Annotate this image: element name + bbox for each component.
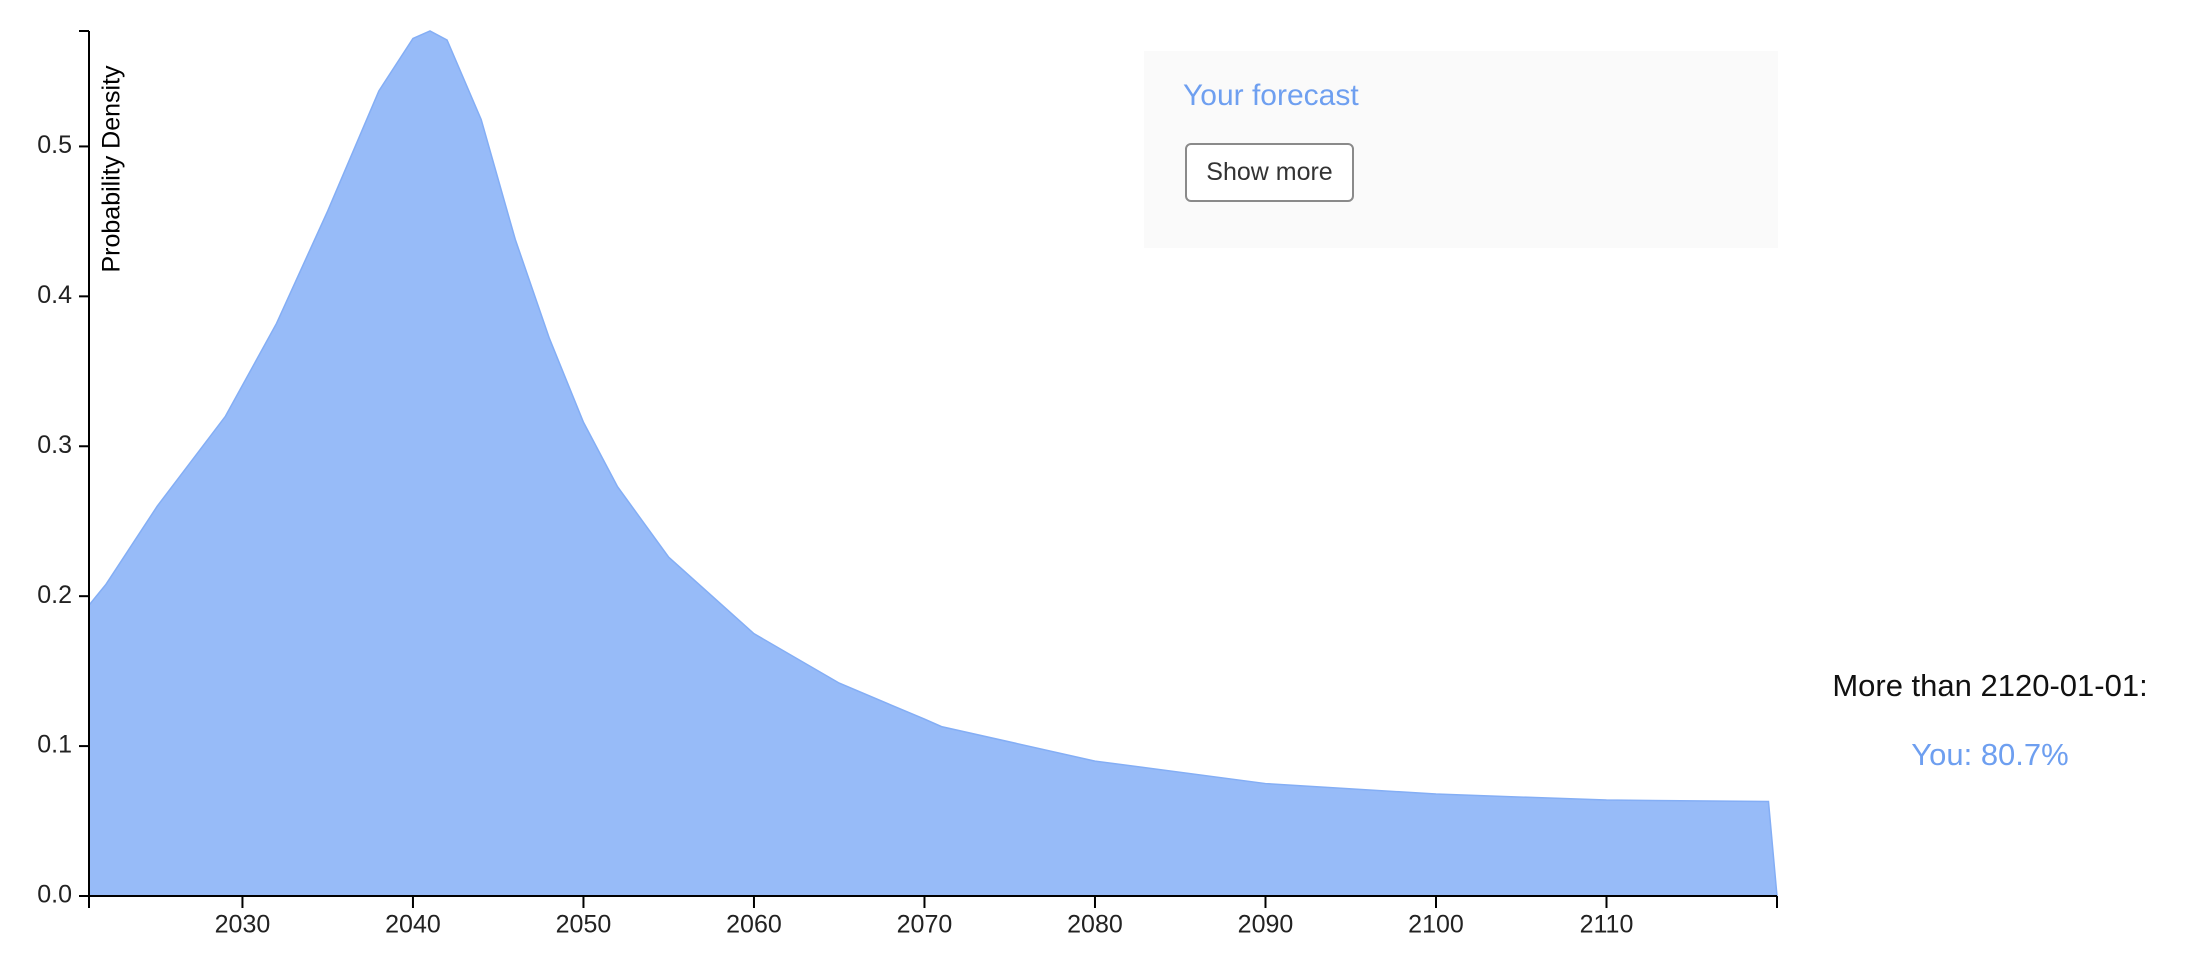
legend-entry: Your forecast	[1183, 79, 1359, 112]
y-tick-label: 0.2	[37, 581, 72, 609]
outside-label: More than 2120-01-01:	[1832, 668, 2148, 703]
y-tick-label: 0.5	[37, 131, 72, 159]
density-area	[88, 30, 1778, 897]
show-more-button[interactable]: Show more	[1185, 143, 1354, 202]
y-tick-label: 0.0	[37, 881, 72, 909]
x-tick-label: 2050	[556, 911, 612, 939]
y-tick-label: 0.4	[37, 281, 72, 309]
y-tick-label: 0.3	[37, 431, 72, 459]
legend-panel: Your forecast Show more	[1144, 51, 1778, 248]
x-tick-label: 2080	[1067, 911, 1123, 939]
x-tick-label: 2090	[1238, 911, 1294, 939]
x-tick-label: 2030	[215, 911, 271, 939]
x-tick-label: 2040	[385, 911, 441, 939]
x-tick-label: 2060	[726, 911, 782, 939]
x-tick-label: 2110	[1580, 911, 1634, 939]
outside-value: You: 80.7%	[1911, 737, 2069, 772]
y-axis-label: Probability Density	[98, 65, 126, 273]
x-tick-label: 2100	[1408, 911, 1464, 939]
y-tick-label: 0.1	[37, 731, 72, 759]
x-tick-label: 2070	[897, 911, 953, 939]
